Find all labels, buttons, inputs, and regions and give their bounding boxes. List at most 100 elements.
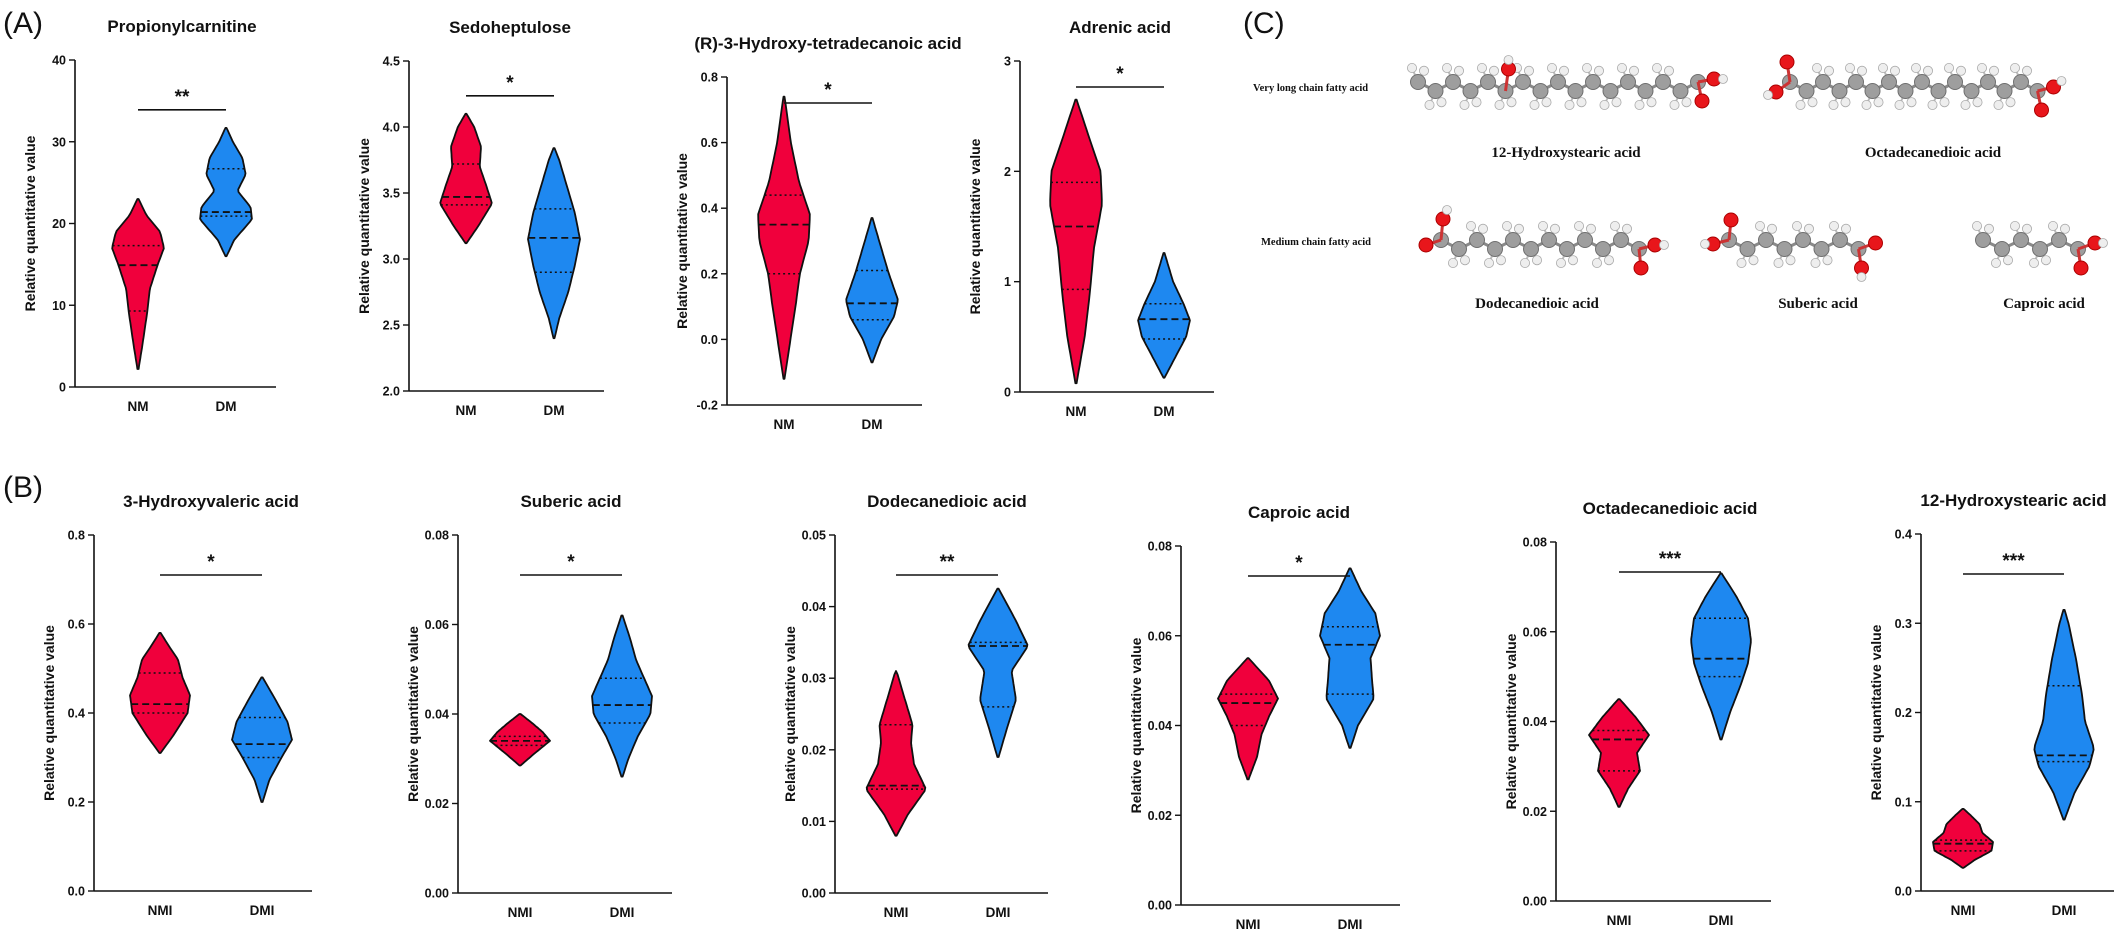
hydrogen-atom	[1911, 63, 1922, 74]
hydrogen-atom	[1748, 255, 1759, 266]
hydrogen-atom	[1564, 100, 1575, 111]
violin-DMI	[1319, 567, 1381, 749]
hydrogen-atom	[1604, 255, 1615, 266]
carbon-atom	[1595, 241, 1611, 257]
carbon-atom	[1480, 74, 1496, 90]
hydrogen-atom	[1547, 63, 1558, 74]
y-tick-label: 0.06	[1523, 625, 1547, 639]
y-tick-label: 0.3	[1895, 617, 1912, 631]
x-category-label: NMI	[1951, 903, 1976, 918]
x-category-label: DM	[1154, 404, 1175, 419]
violin-NM	[439, 112, 493, 245]
x-category-label: DM	[862, 417, 883, 432]
y-tick-label: 40	[52, 54, 66, 68]
x-category-label: NMI	[508, 905, 533, 920]
y-tick-label: 0.0	[701, 333, 718, 347]
carbon-atom	[1523, 241, 1539, 257]
hydrogen-atom	[1599, 100, 1610, 111]
hydrogen-atom	[1629, 65, 1640, 76]
y-tick-label: 0.4	[68, 707, 85, 721]
hydrogen-atom	[1878, 63, 1889, 74]
violin-chart-8: Caproic acid Relative quantitative value 0…	[1128, 503, 1400, 929]
x-category-label: NMI	[1607, 913, 1632, 928]
y-axis-label: Relative quantitative value	[674, 153, 690, 329]
y-tick-label: 0.2	[1895, 706, 1912, 720]
hydrogen-atom	[1664, 65, 1675, 76]
hydrogen-atom	[1939, 97, 1950, 108]
y-tick-label: 3.0	[383, 253, 400, 267]
hydrogen-atom	[1845, 63, 1856, 74]
hydrogen-atom	[1594, 65, 1605, 76]
violin-DMI	[2033, 609, 2095, 821]
x-category-label: DMI	[986, 905, 1011, 920]
violin-DMI	[591, 614, 653, 778]
carbon-atom	[1505, 232, 1521, 248]
chart-title: Sedoheptulose	[449, 18, 571, 37]
hydrogen-atom	[1466, 220, 1477, 231]
hydrogen-atom	[1471, 97, 1482, 108]
carbon-atom	[1897, 83, 1914, 99]
y-tick-label: 0.4	[701, 202, 718, 216]
carbon-atom	[1848, 74, 1864, 90]
carbon-atom	[1994, 241, 2010, 257]
carbon-atom	[1451, 241, 1467, 257]
carbon-atom	[1567, 83, 1584, 99]
hydrogen-atom	[1718, 74, 1728, 84]
hydrogen-atom	[1984, 223, 1995, 234]
hydrogen-atom	[2047, 220, 2058, 231]
violin-NMI	[1932, 808, 1994, 869]
chart-title: Propionylcarnitine	[107, 17, 256, 36]
chart-title: 3-Hydroxyvaleric acid	[123, 492, 299, 511]
significance-stars: *	[567, 552, 575, 573]
hydrogen-atom	[1496, 255, 1507, 266]
hydrogen-atom	[1840, 97, 1851, 108]
carbon-atom	[1602, 83, 1619, 99]
x-category-label: DMI	[610, 905, 635, 920]
hydrogen-atom	[1960, 100, 1971, 111]
hydrogen-atom	[2098, 238, 2108, 248]
hydrogen-atom	[1494, 100, 1505, 111]
hydrogen-atom	[1812, 63, 1823, 74]
carbon-atom	[2051, 232, 2067, 248]
hydrogen-atom	[2010, 220, 2021, 231]
violin-DM	[845, 217, 899, 364]
molecule-panel: Very long chain fatty acid Medium chain …	[1253, 54, 2108, 312]
hydrogen-atom	[1857, 65, 1868, 76]
carbon-atom	[1798, 83, 1815, 99]
violin-chart-5: 3-Hydroxyvaleric acid Relative quantitati…	[41, 492, 312, 918]
hydrogen-atom	[1436, 97, 1447, 108]
y-tick-label: 0	[59, 381, 66, 395]
carbon-atom	[1620, 74, 1636, 90]
hydrogen-atom	[1944, 63, 1955, 74]
y-tick-label: 0.08	[425, 529, 449, 543]
hydrogen-atom	[1514, 223, 1525, 234]
y-tick-label: 0.03	[802, 672, 826, 686]
hydrogen-atom	[1991, 257, 2002, 268]
x-category-label: NMI	[884, 905, 909, 920]
carbon-atom	[1739, 241, 1756, 257]
chart-title: Octadecanedioic acid	[1583, 499, 1758, 518]
hydrogen-atom	[1822, 255, 1833, 266]
carbon-atom	[1881, 74, 1897, 90]
carbon-atom	[1613, 232, 1629, 248]
hydrogen-atom	[1559, 65, 1570, 76]
y-tick-label: 0.05	[802, 529, 826, 543]
hydrogen-atom	[2059, 223, 2070, 234]
molecule-dodecanedioic	[1418, 205, 1669, 276]
y-tick-label: 1	[1004, 275, 1011, 289]
y-axis-label: Relative quantitative value	[356, 138, 372, 314]
violin-DM	[1137, 252, 1191, 379]
y-tick-label: -0.2	[696, 399, 718, 413]
violin-chart-3: (R)-3-Hydroxy-tetradecanoic acid Relative…	[674, 34, 962, 432]
carbon-atom	[1963, 83, 1980, 99]
oxygen-atom	[1633, 260, 1649, 276]
carbon-atom	[1445, 74, 1461, 90]
significance-stars: **	[175, 87, 190, 108]
carbon-atom	[1813, 241, 1830, 257]
carbon-atom	[1462, 83, 1479, 99]
hydrogen-atom	[2041, 255, 2052, 266]
y-tick-label: 2.0	[383, 385, 400, 399]
hydrogen-atom	[1568, 255, 1579, 266]
molecule-name-octadecanedioic: Octadecanedioic acid	[1865, 145, 2002, 161]
violin-DMI	[1690, 572, 1752, 741]
